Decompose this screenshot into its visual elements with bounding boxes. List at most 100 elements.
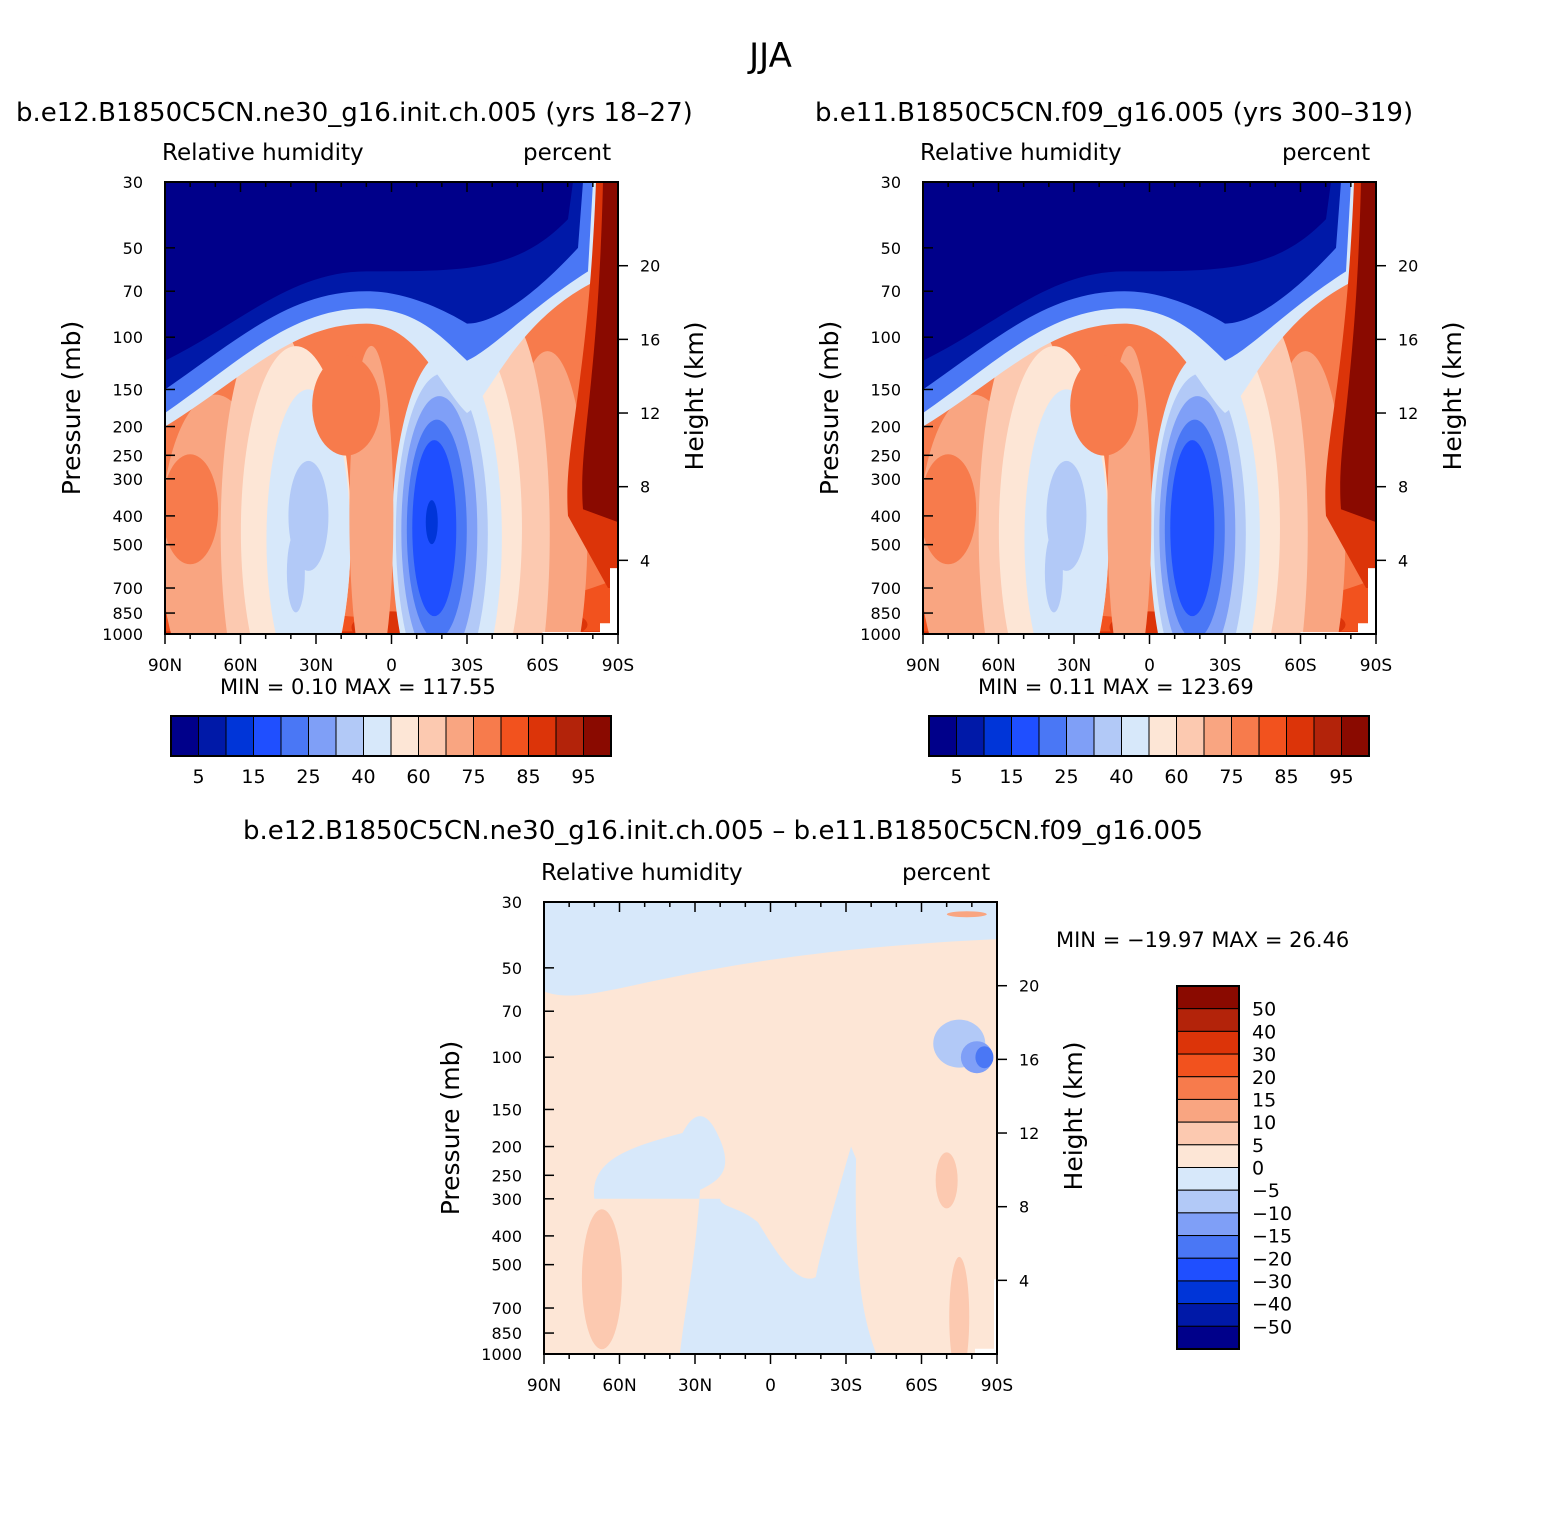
colorbar-label: 75 — [461, 766, 485, 788]
x-tick-label: 60S — [905, 1376, 937, 1396]
colorbar-label: 75 — [1219, 766, 1243, 788]
panel2-right-title: percent — [1282, 140, 1371, 166]
y-tick-label: 200 — [870, 418, 901, 437]
colorbar-box — [1313, 715, 1342, 757]
colorbar-label: 60 — [406, 766, 430, 788]
panel2-minmax: MIN = 0.11 MAX = 123.69 — [978, 675, 1254, 699]
y-tick-label: 50 — [502, 959, 522, 978]
y-tick-label: 850 — [491, 1324, 522, 1343]
y-tick-label: 150 — [112, 380, 143, 399]
field-sh-dry-5 — [1170, 440, 1215, 617]
y-tick-label: 1000 — [860, 625, 901, 644]
y-tick-label: 250 — [870, 446, 901, 465]
x-tick-label: 90S — [602, 656, 634, 676]
y-tick-label: 70 — [502, 1002, 522, 1021]
panel3-minmax: MIN = −19.97 MAX = 26.46 — [1056, 928, 1350, 952]
colorbar-box — [1176, 1030, 1240, 1055]
height-tick-label: 12 — [1398, 404, 1418, 423]
colorbar-label: 25 — [1054, 766, 1078, 788]
field-mask-2 — [975, 1348, 997, 1354]
panel2-left-title: Relative humidity — [920, 140, 1122, 166]
colorbar-label: −5 — [1252, 1180, 1280, 1202]
field-mask-2 — [600, 623, 618, 634]
colorbar-label: 25 — [296, 766, 320, 788]
colorbar-box — [1176, 1189, 1240, 1214]
x-tick-label: 0 — [1144, 656, 1155, 676]
y-tick-label: 150 — [870, 380, 901, 399]
colorbar-label: 30 — [1252, 1044, 1276, 1066]
colorbar-2: 5 15 25 40 60 75 85 95 — [928, 715, 1370, 788]
y-tick-label: 200 — [491, 1138, 522, 1157]
x-tick-label: 30N — [1057, 656, 1091, 676]
colorbar-box — [225, 715, 254, 757]
colorbar-box — [500, 715, 529, 757]
colorbar-box — [1176, 1212, 1240, 1237]
colorbar-box — [445, 715, 474, 757]
field-ttl-moist — [312, 355, 381, 456]
panel1-title: b.e12.B1850C5CN.ne30_g16.init.ch.005 (yr… — [16, 98, 693, 128]
height-tick-label: 12 — [640, 404, 660, 423]
panel2-title: b.e11.B1850C5CN.f09_g16.005 (yrs 300–319… — [815, 98, 1414, 128]
y-tick-label: 100 — [491, 1048, 522, 1067]
panel1-right-title: percent — [523, 140, 612, 166]
colorbar-label: 5 — [950, 766, 962, 788]
field-central-neg — [593, 1116, 877, 1354]
y-tick-label: 400 — [112, 507, 143, 526]
y-tick-label: 100 — [112, 328, 143, 347]
panel-3: 305070100150200250300400500700850100090N… — [436, 893, 1088, 1396]
height-tick-label: 8 — [1398, 478, 1408, 497]
height-tick-label: 16 — [1398, 330, 1418, 349]
y-tick-label: 250 — [112, 446, 143, 465]
colorbar-box — [1176, 985, 1240, 1010]
colorbar-box — [555, 715, 584, 757]
colorbar-box — [1176, 1144, 1240, 1168]
colorbar-box — [1176, 1280, 1240, 1305]
colorbar-box — [363, 715, 392, 757]
y-tick-label: 700 — [112, 579, 143, 598]
field-nh-dry-3 — [286, 532, 305, 613]
colorbar-box — [473, 715, 502, 757]
field-top-neg — [544, 902, 997, 996]
y-axis-label: Pressure (mb) — [57, 321, 86, 495]
x-tick-label: 90N — [527, 1376, 561, 1396]
colorbar-box — [1258, 715, 1287, 757]
x-tick-label: 60N — [981, 656, 1015, 676]
colorbar-box — [1121, 715, 1150, 757]
colorbar-label: −15 — [1252, 1226, 1292, 1248]
field-pole-pos — [946, 911, 987, 918]
y-tick-label: 70 — [123, 282, 143, 301]
field-surface — [165, 631, 618, 634]
colorbar-box — [1286, 715, 1315, 757]
colorbar-frame — [170, 715, 612, 757]
x-tick-label: 60N — [602, 1376, 636, 1396]
right-axis-label: Height (km) — [680, 322, 709, 471]
x-tick-label: 60N — [223, 656, 257, 676]
field-pos-1 — [935, 1152, 958, 1209]
field-mask-1 — [1368, 568, 1376, 634]
y-tick-label: 700 — [491, 1299, 522, 1318]
colorbar-box — [1203, 715, 1232, 757]
field-upper-4 — [923, 182, 1331, 361]
y-tick-label: 850 — [112, 604, 143, 623]
colorbar-label: 60 — [1164, 766, 1188, 788]
y-tick-label: 30 — [502, 893, 522, 912]
colorbar-box — [1148, 715, 1177, 757]
field-surface — [923, 631, 1376, 634]
panel-1-field — [165, 182, 618, 634]
panel-2: 305070100150200250300400500700850100090N… — [815, 173, 1467, 676]
colorbar-label: 95 — [1329, 766, 1353, 788]
colorbar-label: 15 — [241, 766, 265, 788]
y-tick-label: 150 — [491, 1100, 522, 1119]
y-tick-label: 100 — [870, 328, 901, 347]
colorbar-box — [1176, 1121, 1240, 1146]
colorbar-box — [983, 715, 1012, 757]
panel-1: 305070100150200250300400500700850100090N… — [57, 173, 709, 676]
height-tick-label: 20 — [1019, 977, 1039, 996]
colorbar-label: 85 — [1274, 766, 1298, 788]
height-tick-label: 4 — [1019, 1271, 1029, 1290]
y-tick-label: 500 — [870, 536, 901, 555]
height-tick-label: 4 — [640, 551, 650, 570]
x-tick-label: 30S — [830, 1376, 862, 1396]
colorbar-label: 0 — [1252, 1158, 1264, 1180]
